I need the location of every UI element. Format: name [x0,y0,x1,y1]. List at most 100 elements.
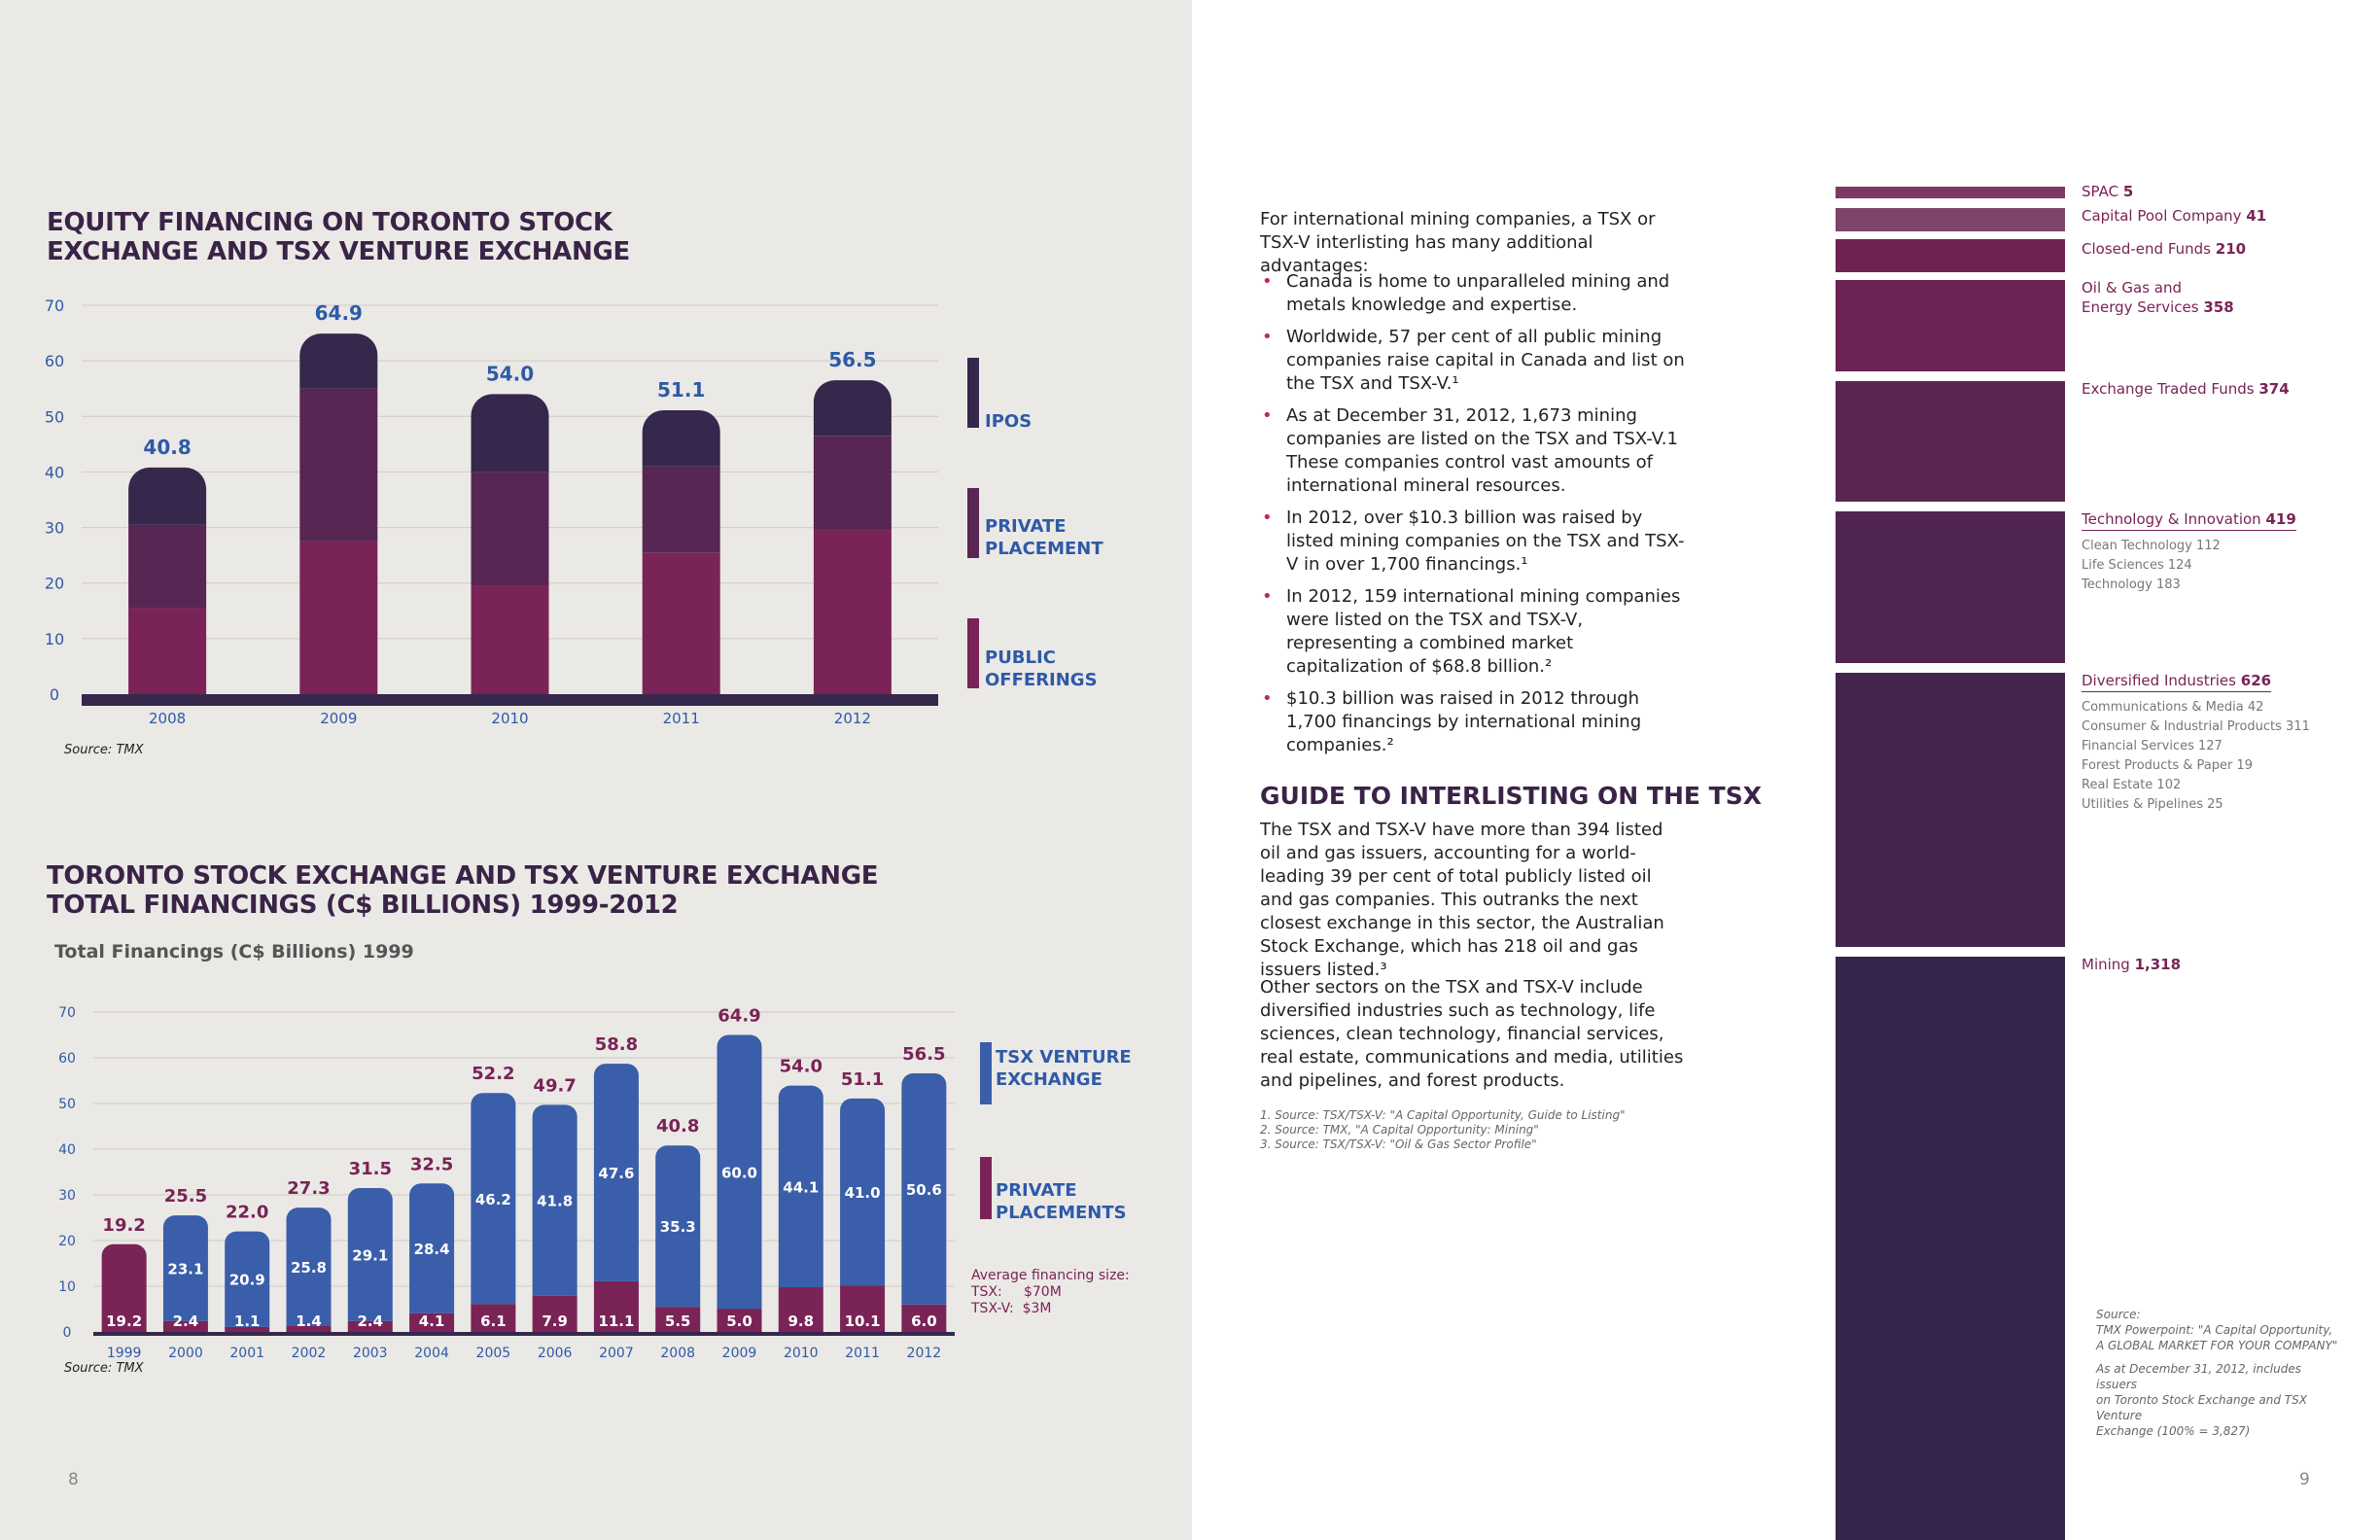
bar-segment [101,1243,147,1332]
tsxv-value-label: 41.0 [845,1184,881,1202]
sector-bar-capital-pool [1836,208,2065,231]
total-label: 64.9 [315,301,363,325]
total-label: 22.0 [226,1203,268,1223]
total-label: 54.0 [486,362,534,385]
bar-segment [717,1309,762,1332]
list-item: $10.3 billion was raised in 2012 through… [1260,687,1688,757]
total-label: 19.2 [102,1215,145,1236]
tsxv-value-label: 29.1 [352,1246,388,1264]
oil-gas-paragraph: The TSX and TSX-V have more than 394 lis… [1260,820,1664,980]
bar-segment [778,1286,823,1332]
sector-bar-spac [1836,187,2065,198]
sector-bar-oil-gas [1836,280,2065,371]
chart1-source: Source: TMX [64,743,144,757]
bar-segment [286,1208,332,1326]
bar-segment [593,1280,639,1332]
bar-segment [840,1098,886,1286]
bar-segment [655,1307,701,1332]
total-label: 40.8 [143,436,191,459]
private-placement-value-label: 2.4 [173,1312,199,1330]
x-tick-label: 2011 [845,1346,880,1361]
bar-segment [299,388,378,542]
list-item: In 2012, over $10.3 billion was raised b… [1260,507,1688,577]
source-line: Exchange (100% = 3,827) [2096,1424,2251,1438]
bar-segment [471,585,549,694]
x-tick-label: 2012 [907,1346,942,1361]
list-item: Financial Services 127 [2082,739,2222,753]
sector-label-capital-pool: Capital Pool Company 41 [2082,207,2267,225]
sector-bar-closed-end-funds [1836,239,2065,272]
sector-label-closed-end-funds: Closed-end Funds 210 [2082,240,2247,258]
y-tick-label: 50 [58,1097,76,1112]
legend-label-public-offerings: PUBLIC OFFERINGS [985,648,1098,690]
list-item: Utilities & Pipelines 25 [2082,797,2223,812]
bar-segment [299,333,378,389]
bar-segment [225,1231,270,1327]
total-label: 49.7 [533,1075,576,1096]
x-tick-label: 2009 [320,710,357,727]
bar-segment [642,552,720,694]
list-item: Life Sciences 124 [2082,558,2192,573]
sector-bar-technology [1836,511,2065,663]
bar-segment [409,1183,455,1313]
private-placement-value-label: 6.0 [911,1312,937,1330]
total-label: 51.1 [841,1069,884,1090]
list-item: Communications & Media 42 [2082,700,2264,715]
total-label: 40.8 [656,1116,699,1137]
bar-segment [471,472,549,586]
x-tick-label: 2008 [660,1346,695,1361]
source-line: A GLOBAL MARKET FOR YOUR COMPANY" [2096,1339,2338,1352]
bar-segment [471,394,549,472]
y-tick-label: 40 [58,1142,76,1158]
avg-tsx: TSX: $70M [971,1284,1062,1300]
legend-swatch-ipos [967,358,979,428]
x-tick-label: 2003 [353,1346,388,1361]
legend-label-private-placements: PRIVATE PLACEMENTS [996,1180,1127,1223]
total-label: 64.9 [718,1006,760,1027]
private-placement-value-label: 7.9 [542,1312,568,1330]
footnote: 1. Source: TSX/TSX-V: "A Capital Opportu… [1260,1108,1626,1122]
avg-size-label: Average financing size: [971,1268,1130,1283]
total-label: 58.8 [595,1034,638,1055]
x-tick-label: 2010 [784,1346,819,1361]
private-placement-value-label: 2.4 [357,1312,383,1330]
bar-segment [471,1093,516,1305]
intro-paragraph: For international mining companies, a TS… [1260,209,1656,276]
chart2-source: Source: TMX [64,1361,144,1376]
private-placement-value-label: 1.1 [234,1312,261,1330]
bar-segment [471,1304,516,1332]
list-item: As at December 31, 2012, 1,673 mining co… [1260,404,1688,498]
y-tick-label: 50 [45,407,64,426]
chart1-title-line1: EQUITY FINANCING ON TORONTO STOCK [47,208,612,237]
y-tick-label: 20 [45,575,64,593]
bar-segment [901,1304,947,1332]
bar-segment [840,1285,886,1332]
legend-swatch-private-placement [967,488,979,558]
list-item: Clean Technology 112 [2082,539,2221,553]
list-item: Real Estate 102 [2082,778,2182,792]
private-placement-value-label: 5.0 [726,1312,752,1330]
bar-segment [162,1320,208,1332]
diversified-sub-list: Communications & Media 42 Consumer & Ind… [2082,698,2310,815]
tsxv-value-label: 50.6 [906,1181,942,1199]
section-heading: GUIDE TO INTERLISTING ON THE TSX [1260,782,1762,810]
tsxv-value-label: 44.1 [783,1178,819,1196]
bar-segment [409,1312,455,1332]
y-tick-label: 70 [45,297,64,315]
x-tick-label: 2008 [149,710,186,727]
x-tick-label: 2011 [663,710,700,727]
total-label: 25.5 [164,1186,207,1207]
legend-swatch-private-placements [980,1157,992,1219]
chart2-title: TORONTO STOCK EXCHANGE AND TSX VENTURE E… [47,861,879,920]
technology-sub-list: Clean Technology 112 Life Sciences 124 T… [2082,537,2221,595]
sector-bar-diversified [1836,673,2065,947]
bar-segment [813,436,892,531]
x-tick-label: 2009 [722,1346,757,1361]
legend-label-tsxv: TSX VENTURE EXCHANGE [996,1047,1132,1090]
bar-segment [128,467,207,525]
x-tick-label: 2007 [599,1346,634,1361]
x-tick-label: 2001 [229,1346,264,1361]
bar-segment [162,1215,208,1321]
x-axis-bar [82,694,938,706]
private-placement-value-label: 4.1 [419,1312,445,1330]
